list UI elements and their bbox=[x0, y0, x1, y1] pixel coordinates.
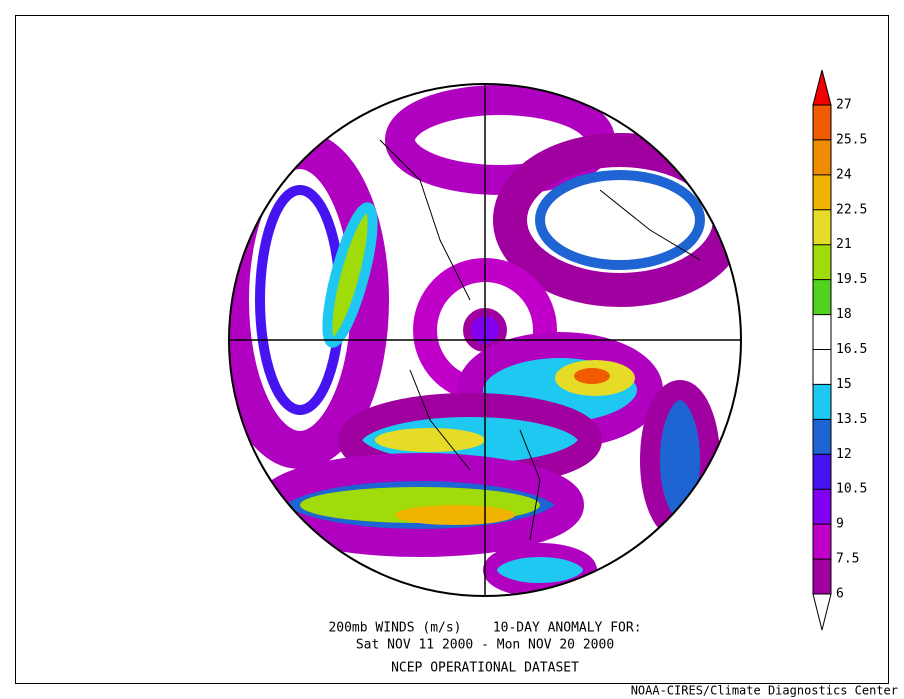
colorbar-label: 13.5 bbox=[836, 412, 867, 427]
colorbar-extension bbox=[812, 593, 832, 631]
anomaly-region bbox=[574, 368, 610, 384]
colorbar: 6 7.5 9 10.5 12 13.5 15 16.5 18 19.5 21 22.5 24 25.5 2… bbox=[812, 69, 867, 631]
colorbar-label: 9 bbox=[836, 517, 844, 532]
colorbar-label: 21 bbox=[836, 237, 852, 252]
colorbar-label: 27 bbox=[836, 98, 852, 113]
colorbar-band bbox=[813, 139, 831, 175]
anomaly-region bbox=[640, 380, 720, 540]
colorbar-band bbox=[813, 384, 831, 420]
colorbar-label: 12 bbox=[836, 447, 852, 462]
colorbar-band bbox=[813, 419, 831, 455]
colorbar-band bbox=[813, 279, 831, 315]
title: Sat NOV 11 2000 - Mon NOV 20 2000 bbox=[356, 638, 614, 653]
colorbar-band bbox=[813, 524, 831, 560]
title: NCEP OPERATIONAL DATASET bbox=[391, 661, 579, 676]
coastline bbox=[379, 139, 701, 541]
colorbar-band bbox=[813, 454, 831, 490]
anomaly-region bbox=[483, 543, 597, 596]
anomaly-region bbox=[375, 428, 485, 452]
colorbar-label: 15 bbox=[836, 377, 852, 392]
title: 200mb WINDS (m/s) 10-DAY ANOMALY FOR: bbox=[328, 621, 641, 636]
anomaly-region bbox=[395, 505, 515, 525]
colorbar-label: 10.5 bbox=[836, 482, 867, 497]
colorbar-band bbox=[813, 174, 831, 210]
colorbar-band bbox=[813, 314, 831, 350]
colorbar-extension bbox=[812, 69, 832, 106]
colorbar-band bbox=[813, 349, 831, 385]
colorbar-label: 24 bbox=[836, 167, 852, 182]
credit: NOAA-CIRES/Climate Diagnostics Center bbox=[631, 684, 898, 698]
anomaly-region bbox=[535, 170, 705, 270]
anomaly-region bbox=[322, 202, 378, 348]
colorbar-label: 6 bbox=[836, 587, 844, 602]
colorbar-band bbox=[813, 105, 831, 140]
colorbar-label: 25.5 bbox=[836, 132, 867, 147]
frame bbox=[15, 15, 889, 684]
colorbar-band bbox=[813, 209, 831, 245]
colorbar-label: 18 bbox=[836, 307, 852, 322]
colorbar-label: 22.5 bbox=[836, 202, 867, 217]
colorbar-band bbox=[813, 244, 831, 280]
colorbar-label: 7.5 bbox=[836, 552, 859, 567]
colorbar-band bbox=[813, 489, 831, 525]
colorbar-band bbox=[813, 559, 831, 594]
colorbar-label: 19.5 bbox=[836, 272, 867, 287]
colorbar-label: 16.5 bbox=[836, 342, 867, 357]
